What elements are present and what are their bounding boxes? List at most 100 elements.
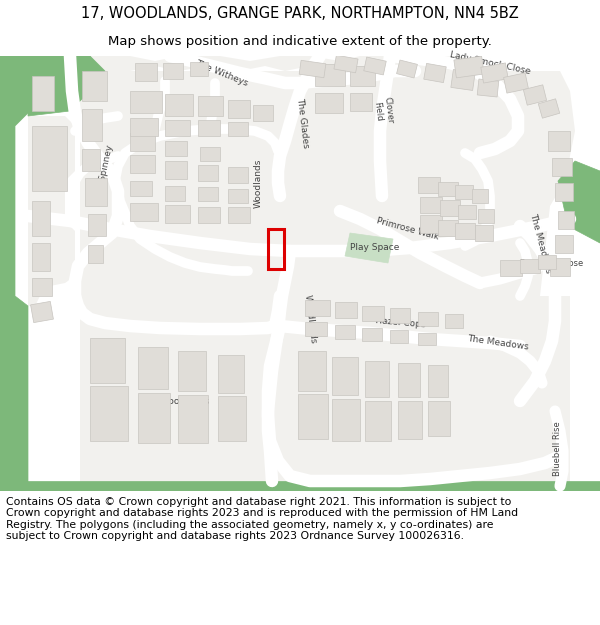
- Bar: [538, 255, 556, 269]
- Text: The Witheys: The Witheys: [194, 58, 250, 88]
- Bar: [90, 338, 125, 383]
- Bar: [455, 185, 473, 199]
- Bar: [165, 161, 187, 179]
- Bar: [130, 155, 155, 173]
- Text: Woodlands: Woodlands: [302, 294, 317, 344]
- Polygon shape: [0, 56, 105, 101]
- Bar: [253, 105, 273, 121]
- Bar: [85, 178, 107, 206]
- Bar: [138, 347, 168, 389]
- Bar: [90, 386, 128, 441]
- Text: Lady Smock Close: Lady Smock Close: [449, 50, 531, 76]
- Bar: [477, 79, 499, 97]
- Polygon shape: [0, 481, 600, 491]
- Bar: [438, 182, 458, 196]
- Bar: [364, 57, 386, 75]
- Bar: [298, 351, 326, 391]
- Bar: [478, 209, 494, 223]
- Text: Woodlands: Woodlands: [160, 396, 209, 406]
- Bar: [475, 225, 493, 241]
- Bar: [455, 223, 475, 239]
- Bar: [538, 99, 560, 118]
- Bar: [218, 396, 246, 441]
- Bar: [165, 186, 185, 201]
- Bar: [198, 165, 218, 181]
- Bar: [335, 302, 357, 318]
- Polygon shape: [80, 71, 575, 296]
- Bar: [335, 325, 355, 339]
- Bar: [454, 56, 484, 78]
- Text: Primrose Walk: Primrose Walk: [376, 216, 440, 242]
- Bar: [165, 205, 190, 223]
- Bar: [472, 189, 488, 203]
- Bar: [350, 93, 372, 111]
- Bar: [228, 207, 250, 223]
- Bar: [82, 149, 100, 171]
- Bar: [200, 147, 220, 161]
- Bar: [165, 120, 190, 136]
- Bar: [397, 60, 418, 78]
- Bar: [350, 66, 375, 86]
- Bar: [418, 177, 440, 193]
- Text: Bluebell Rise: Bluebell Rise: [554, 422, 563, 476]
- Bar: [130, 118, 158, 136]
- Bar: [130, 181, 152, 196]
- Bar: [481, 63, 508, 83]
- Bar: [334, 55, 358, 72]
- Bar: [458, 205, 476, 219]
- Bar: [503, 73, 529, 93]
- Polygon shape: [558, 161, 600, 243]
- Bar: [31, 301, 53, 322]
- Bar: [82, 71, 107, 101]
- Bar: [299, 61, 326, 78]
- Bar: [390, 330, 408, 343]
- Bar: [548, 131, 570, 151]
- Bar: [445, 314, 463, 328]
- Bar: [451, 69, 475, 91]
- Bar: [390, 308, 410, 323]
- Bar: [555, 183, 573, 201]
- Bar: [88, 245, 103, 263]
- Bar: [365, 401, 391, 441]
- Bar: [523, 85, 547, 105]
- Bar: [500, 260, 522, 276]
- Bar: [420, 197, 442, 213]
- Bar: [332, 399, 360, 441]
- Bar: [315, 93, 343, 113]
- Bar: [32, 76, 54, 111]
- Polygon shape: [0, 56, 28, 491]
- Bar: [424, 63, 446, 82]
- Bar: [130, 203, 158, 221]
- Text: 17, WOODLANDS, GRANGE PARK, NORTHAMPTON, NN4 5BZ: 17, WOODLANDS, GRANGE PARK, NORTHAMPTON,…: [81, 6, 519, 21]
- Bar: [398, 401, 422, 439]
- Text: The Meadows: The Meadows: [527, 212, 553, 274]
- Bar: [550, 258, 570, 276]
- Bar: [198, 187, 218, 201]
- Bar: [190, 62, 208, 76]
- Bar: [418, 333, 436, 345]
- Bar: [268, 229, 284, 269]
- Text: The Glades: The Glades: [295, 98, 311, 149]
- Bar: [32, 243, 50, 271]
- Text: Clover
Field: Clover Field: [372, 96, 394, 126]
- Bar: [365, 361, 389, 397]
- Bar: [305, 300, 330, 316]
- Bar: [332, 357, 358, 395]
- Bar: [82, 109, 102, 141]
- Bar: [418, 312, 438, 326]
- Bar: [558, 211, 574, 229]
- Bar: [178, 351, 206, 391]
- Bar: [228, 189, 248, 203]
- Bar: [198, 120, 220, 136]
- Bar: [398, 363, 420, 397]
- Bar: [198, 207, 220, 223]
- Bar: [228, 122, 248, 136]
- Bar: [305, 322, 327, 336]
- Bar: [228, 100, 250, 118]
- Text: Woodlands: Woodlands: [254, 158, 263, 208]
- Text: The Spinney: The Spinney: [95, 144, 115, 201]
- Polygon shape: [28, 116, 75, 306]
- Polygon shape: [28, 56, 470, 76]
- Text: The Meadows: The Meadows: [467, 334, 529, 352]
- Bar: [130, 133, 155, 151]
